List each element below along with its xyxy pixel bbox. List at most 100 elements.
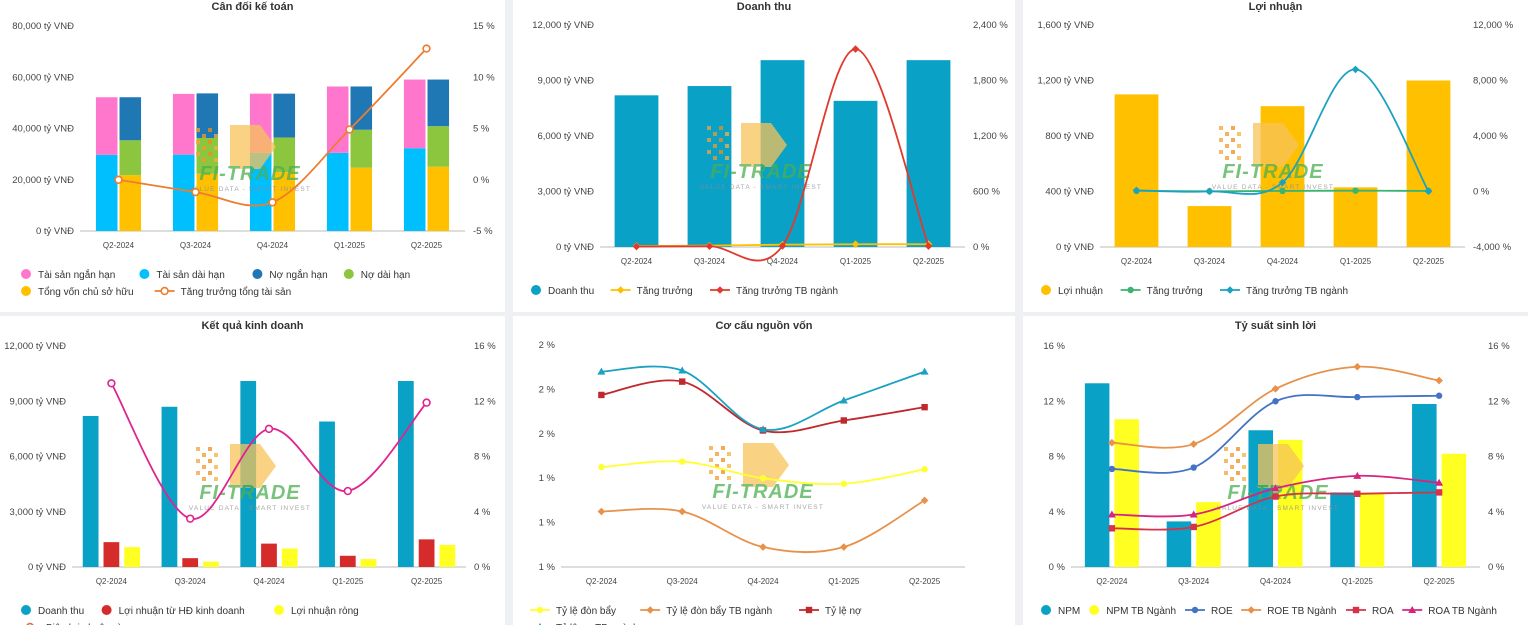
logo-pixel: [1224, 471, 1228, 475]
y-left-tick-label: 1 %: [539, 518, 556, 529]
bar: [397, 380, 414, 567]
legend-label: Tăng trưởng tổng tài sản: [181, 286, 292, 298]
logo-pixel: [1242, 453, 1246, 457]
bar: [1441, 453, 1467, 567]
y-left-tick-label: 12,000 tỷ VNĐ: [4, 341, 66, 352]
legend-label: Nợ dài hạn: [361, 270, 410, 281]
x-tick-label: Q2-2024: [96, 577, 128, 586]
legend-label: Lợi nhuận: [1058, 286, 1103, 297]
legend-item: Doanh thu: [21, 605, 84, 617]
bar: [281, 548, 298, 567]
y-left-tick-label: 8 %: [1049, 452, 1066, 463]
x-tick-label: Q2-2024: [621, 257, 653, 266]
y-left-tick-label: 1 %: [539, 473, 556, 484]
series-point: [778, 242, 787, 250]
bar: [261, 543, 277, 567]
logo-pixel: [1219, 126, 1223, 130]
logo-pixel: [709, 446, 713, 450]
logo-pixel: [1231, 150, 1235, 154]
bar: [687, 86, 732, 247]
bar: [833, 100, 878, 247]
y-right-tick-label: 8 %: [474, 452, 491, 463]
legend-swatch: [1041, 605, 1051, 615]
y-right-tick-label: 4 %: [1488, 507, 1505, 518]
x-tick-label: Q4-2024: [767, 257, 799, 266]
logo-pixel: [1242, 465, 1246, 469]
logo-pixel: [709, 458, 713, 462]
series-point: [840, 543, 848, 551]
y-left-tick-label: 3,000 tỷ VNĐ: [10, 507, 67, 518]
series-point: [1278, 178, 1287, 187]
legend-item: NPM: [1041, 605, 1080, 617]
y-right-tick-label: 0 %: [474, 562, 491, 573]
bar: [1359, 492, 1385, 567]
bar: [203, 561, 219, 567]
logo-pixel: [196, 471, 200, 475]
logo-pixel: [713, 144, 717, 148]
legend-label: NPM TB Ngành: [1106, 606, 1176, 617]
bar: [1114, 94, 1159, 247]
watermark-tagline: VALUE DATA - SMART INVEST: [1212, 184, 1334, 191]
y-right-tick-label: 2,400 %: [973, 20, 1008, 31]
fi-trade-logo-mark: [707, 123, 787, 167]
watermark-brand: FI-TRADE: [199, 163, 300, 185]
legend-item: Tăng trưởng TB ngành: [1220, 285, 1348, 297]
y-right-tick-label: 0 %: [473, 175, 490, 186]
fi-trade-logo-mark: [1224, 444, 1304, 488]
series-point: [851, 45, 860, 53]
logo-pixel: [1224, 447, 1228, 451]
series-point: [114, 175, 123, 184]
series-point: [678, 366, 687, 374]
y-left-tick-label: 2 %: [539, 429, 556, 440]
legend-label: ROE: [1211, 606, 1233, 617]
fi-trade-logo-mark: [196, 125, 276, 169]
capital-structure-chart: Cơ cấu nguồn vốn 1 % 1 % 1 % 2 % 2 % 2 % Q2-202…: [530, 320, 965, 625]
series-point: [1435, 392, 1443, 399]
legend-marker: [1247, 606, 1255, 614]
series-point: [598, 391, 605, 399]
legend-marker: [536, 606, 544, 614]
series-point: [679, 458, 686, 465]
logo-pixel: [713, 156, 717, 160]
x-tick-label: Q4-2024: [1260, 577, 1292, 586]
series-line: [601, 365, 925, 431]
series-point: [1132, 186, 1141, 195]
series-line: [1111, 365, 1440, 449]
x-tick-label: Q1-2025: [840, 257, 872, 266]
series-point: [107, 379, 116, 388]
chart-title: Kết quả kinh doanh: [201, 320, 303, 332]
legend-label: Tỷ lệ đòn bẩy: [556, 605, 616, 617]
legend-swatch: [21, 605, 31, 615]
series-point: [759, 475, 767, 482]
series-point: [840, 480, 847, 487]
series-point: [1108, 438, 1116, 447]
y-left-tick-label: 4 %: [1049, 507, 1066, 518]
series-point: [1354, 490, 1361, 497]
watermark-tagline: VALUE DATA - SMART INVEST: [1217, 505, 1339, 512]
chart-title: Tỷ suất sinh lời: [1235, 320, 1316, 332]
legend-item: Nợ dài hạn: [343, 269, 410, 281]
logo-pixel: [1236, 447, 1240, 451]
series-point: [1108, 525, 1116, 532]
legend-item: Tăng trưởng: [1120, 285, 1203, 297]
bar-segment: [427, 79, 450, 127]
watermark-tagline: VALUE DATA - SMART INVEST: [189, 505, 311, 512]
series-point: [1107, 510, 1116, 518]
y-left-tick-label: 2 %: [539, 340, 556, 351]
y-left-tick-label: 2 %: [539, 384, 556, 395]
series-point: [1189, 440, 1198, 448]
logo-pixel: [1219, 150, 1223, 154]
legend-label: Tỷ lệ nợ TB ngành: [556, 622, 639, 625]
bar: [1084, 383, 1110, 567]
logo-arrow: [1253, 123, 1299, 167]
series-point: [1435, 376, 1443, 385]
y-right-tick-label: 1,800 %: [973, 76, 1008, 87]
series-point: [1353, 471, 1362, 479]
series-point: [1190, 523, 1197, 531]
y-left-tick-label: 1,600 tỷ VNĐ: [1038, 20, 1095, 31]
logo-pixel: [208, 152, 212, 156]
logo-pixel: [196, 128, 200, 132]
chart-panel-capital-structure: Cơ cấu nguồn vốn 1 % 1 % 1 % 2 % 2 % 2 % Q2-202…: [513, 316, 1015, 625]
